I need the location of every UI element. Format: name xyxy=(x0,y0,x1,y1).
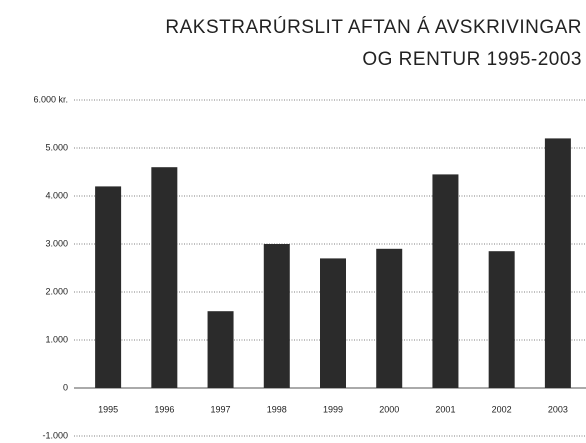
x-tick-label: 1999 xyxy=(323,404,343,414)
chart-title: RAKSTRARÚRSLIT AFTAN Á AVSKRIVINGAR xyxy=(165,16,582,38)
y-tick-label: 4.000 xyxy=(45,190,68,200)
y-tick-label: 2.000 xyxy=(45,286,68,296)
y-tick-label: -1.000 xyxy=(42,430,68,440)
y-tick-label: 3.000 xyxy=(45,238,68,248)
bar xyxy=(151,167,178,388)
x-tick-label: 1997 xyxy=(211,404,231,414)
x-tick-label: 2003 xyxy=(548,404,568,414)
x-tick-label: 1998 xyxy=(267,404,287,414)
y-tick-label: 5.000 xyxy=(45,142,68,152)
chart-title: OG RENTUR 1995-2003 xyxy=(362,49,582,70)
bar xyxy=(263,244,290,388)
bar xyxy=(95,186,122,388)
x-tick-label: 1996 xyxy=(154,404,174,414)
x-tick-label: 1995 xyxy=(98,404,118,414)
bar xyxy=(320,258,346,388)
x-tick-label: 2002 xyxy=(492,404,512,414)
bar xyxy=(488,251,515,388)
x-tick-label: 2000 xyxy=(379,404,399,414)
y-tick-label: 1.000 xyxy=(45,334,68,344)
y-tick-label: 0 xyxy=(63,382,68,392)
bar xyxy=(432,174,459,388)
bar xyxy=(207,311,234,388)
y-tick-label: 6.000 kr. xyxy=(33,94,68,104)
x-tick-label: 2001 xyxy=(435,404,455,414)
bar xyxy=(376,248,403,388)
bar xyxy=(544,138,571,388)
